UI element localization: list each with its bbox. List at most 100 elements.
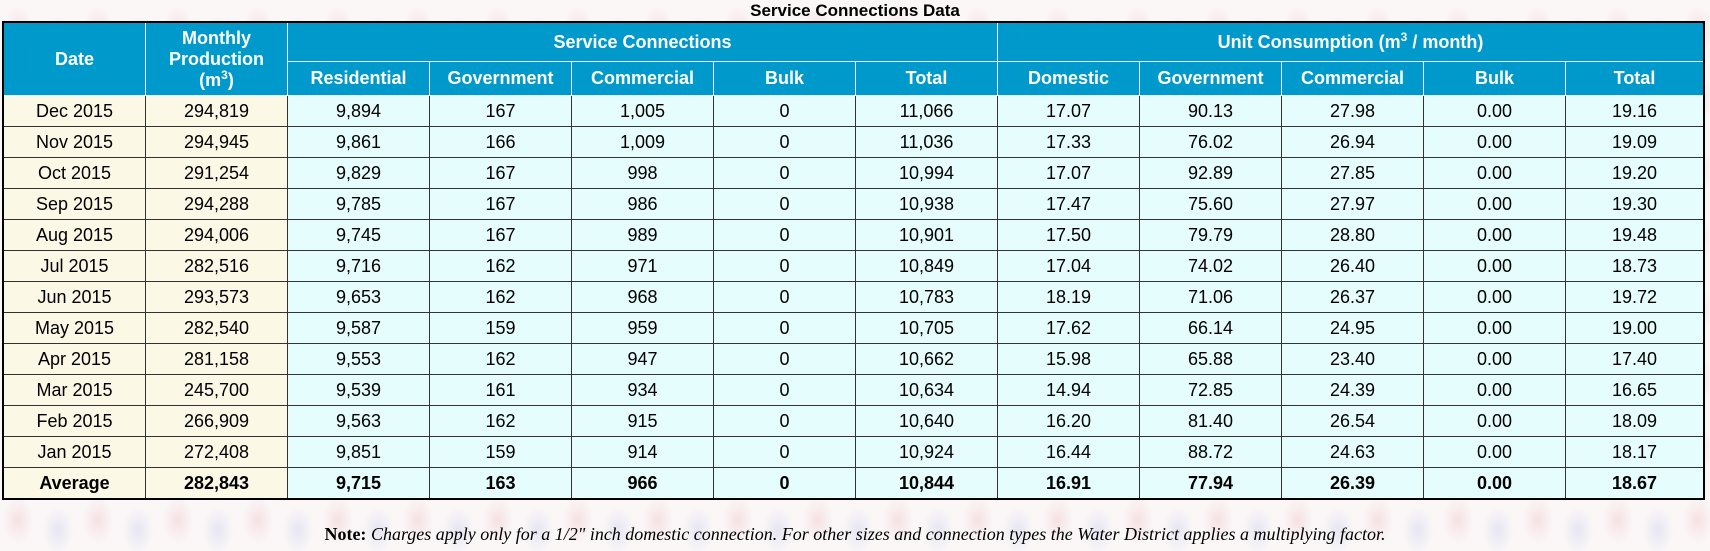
- cell-bulk: 0: [714, 344, 856, 375]
- cell-residential: 9,553: [288, 344, 430, 375]
- cell-total: 10,640: [856, 406, 998, 437]
- cell-u-total: 19.30: [1566, 189, 1703, 220]
- cell-u-commercial: 26.40: [1282, 251, 1424, 282]
- cell-u-total: 19.09: [1566, 127, 1703, 158]
- cell-government: 159: [430, 437, 572, 468]
- cell-production: 245,700: [146, 375, 288, 406]
- cell-government: 166: [430, 127, 572, 158]
- cell-date: Aug 2015: [4, 220, 146, 251]
- cell-commercial: 1,009: [572, 127, 714, 158]
- cell-production: 282,540: [146, 313, 288, 344]
- cell-u-bulk: 0.00: [1424, 220, 1566, 251]
- cell-u-government: 77.94: [1140, 468, 1282, 498]
- cell-u-government: 81.40: [1140, 406, 1282, 437]
- table-row: Dec 2015 294,819 9,894 167 1,005 0 11,066 17.07…: [4, 96, 1703, 127]
- cell-date: Oct 2015: [4, 158, 146, 189]
- cell-u-domestic: 18.19: [998, 282, 1140, 313]
- cell-date: Apr 2015: [4, 344, 146, 375]
- cell-u-domestic: 16.44: [998, 437, 1140, 468]
- col-header-service-total: Total: [856, 62, 998, 96]
- cell-bulk: 0: [714, 468, 856, 498]
- cell-government: 162: [430, 251, 572, 282]
- cell-commercial: 947: [572, 344, 714, 375]
- cell-government: 162: [430, 406, 572, 437]
- cell-bulk: 0: [714, 158, 856, 189]
- cell-commercial: 1,005: [572, 96, 714, 127]
- cell-total: 10,938: [856, 189, 998, 220]
- cell-u-domestic: 15.98: [998, 344, 1140, 375]
- cell-u-government: 66.14: [1140, 313, 1282, 344]
- table-row: Apr 2015 281,158 9,553 162 947 0 10,662 15.98 65…: [4, 344, 1703, 375]
- cell-u-government: 79.79: [1140, 220, 1282, 251]
- cell-residential: 9,851: [288, 437, 430, 468]
- group-header-unit-consumption: Unit Consumption (m3 / month): [998, 23, 1703, 62]
- cell-date: Mar 2015: [4, 375, 146, 406]
- header-row-group: Date Monthly Production (m3) Service Con…: [4, 23, 1703, 96]
- cell-residential: 9,563: [288, 406, 430, 437]
- cell-total: 11,066: [856, 96, 998, 127]
- cell-production: 294,288: [146, 189, 288, 220]
- cell-u-domestic: 17.07: [998, 158, 1140, 189]
- table-row: Jul 2015 282,516 9,716 162 971 0 10,849 17.04 74…: [4, 251, 1703, 282]
- cell-bulk: 0: [714, 251, 856, 282]
- cell-u-commercial: 24.95: [1282, 313, 1424, 344]
- cell-date: Jan 2015: [4, 437, 146, 468]
- cell-u-government: 74.02: [1140, 251, 1282, 282]
- col-header-service-commercial: Commercial: [572, 62, 714, 96]
- cell-u-total: 19.00: [1566, 313, 1703, 344]
- cell-u-commercial: 27.98: [1282, 96, 1424, 127]
- cell-total: 10,844: [856, 468, 998, 498]
- cell-bulk: 0: [714, 189, 856, 220]
- cell-government: 159: [430, 313, 572, 344]
- table-row: Nov 2015 294,945 9,861 166 1,009 0 11,036 17.33…: [4, 127, 1703, 158]
- cell-bulk: 0: [714, 406, 856, 437]
- cell-government: 167: [430, 158, 572, 189]
- cell-u-bulk: 0.00: [1424, 313, 1566, 344]
- cell-u-commercial: 26.37: [1282, 282, 1424, 313]
- cell-u-bulk: 0.00: [1424, 344, 1566, 375]
- cell-u-domestic: 16.91: [998, 468, 1140, 498]
- cell-total: 10,924: [856, 437, 998, 468]
- cell-u-bulk: 0.00: [1424, 468, 1566, 498]
- cell-residential: 9,785: [288, 189, 430, 220]
- cell-u-bulk: 0.00: [1424, 406, 1566, 437]
- cell-total: 10,994: [856, 158, 998, 189]
- cell-residential: 9,715: [288, 468, 430, 498]
- cell-commercial: 968: [572, 282, 714, 313]
- cell-u-commercial: 23.40: [1282, 344, 1424, 375]
- table-body: Dec 2015 294,819 9,894 167 1,005 0 11,066 17.07…: [4, 96, 1703, 498]
- cell-u-total: 19.72: [1566, 282, 1703, 313]
- cell-date: Jun 2015: [4, 282, 146, 313]
- col-header-consumption-government: Government: [1140, 62, 1282, 96]
- cell-u-government: 71.06: [1140, 282, 1282, 313]
- service-connections-table: Date Monthly Production (m3) Service Con…: [2, 21, 1705, 500]
- cell-bulk: 0: [714, 282, 856, 313]
- table-row: Mar 2015 245,700 9,539 161 934 0 10,634 14.94 72…: [4, 375, 1703, 406]
- cell-residential: 9,861: [288, 127, 430, 158]
- table-row: Jan 2015 272,408 9,851 159 914 0 10,924 16.44 88…: [4, 437, 1703, 468]
- cell-residential: 9,587: [288, 313, 430, 344]
- cell-date: Nov 2015: [4, 127, 146, 158]
- cell-total: 10,634: [856, 375, 998, 406]
- cell-date: Sep 2015: [4, 189, 146, 220]
- cell-bulk: 0: [714, 96, 856, 127]
- cell-u-commercial: 26.94: [1282, 127, 1424, 158]
- table-row: Sep 2015 294,288 9,785 167 986 0 10,938 17.47 75…: [4, 189, 1703, 220]
- cell-residential: 9,539: [288, 375, 430, 406]
- cell-bulk: 0: [714, 375, 856, 406]
- cell-production: 281,158: [146, 344, 288, 375]
- footnote: Note: Charges apply only for a 1/2" inch…: [0, 524, 1710, 545]
- cell-date: Dec 2015: [4, 96, 146, 127]
- cell-commercial: 989: [572, 220, 714, 251]
- cell-u-commercial: 26.54: [1282, 406, 1424, 437]
- cell-u-total: 18.73: [1566, 251, 1703, 282]
- cell-commercial: 914: [572, 437, 714, 468]
- cell-u-total: 19.48: [1566, 220, 1703, 251]
- cell-date: Jul 2015: [4, 251, 146, 282]
- cell-total: 11,036: [856, 127, 998, 158]
- cell-total: 10,705: [856, 313, 998, 344]
- cell-u-bulk: 0.00: [1424, 251, 1566, 282]
- col-header-consumption-domestic: Domestic: [998, 62, 1140, 96]
- cell-commercial: 971: [572, 251, 714, 282]
- service-connections-table-wrap: Date Monthly Production (m3) Service Con…: [2, 21, 1705, 500]
